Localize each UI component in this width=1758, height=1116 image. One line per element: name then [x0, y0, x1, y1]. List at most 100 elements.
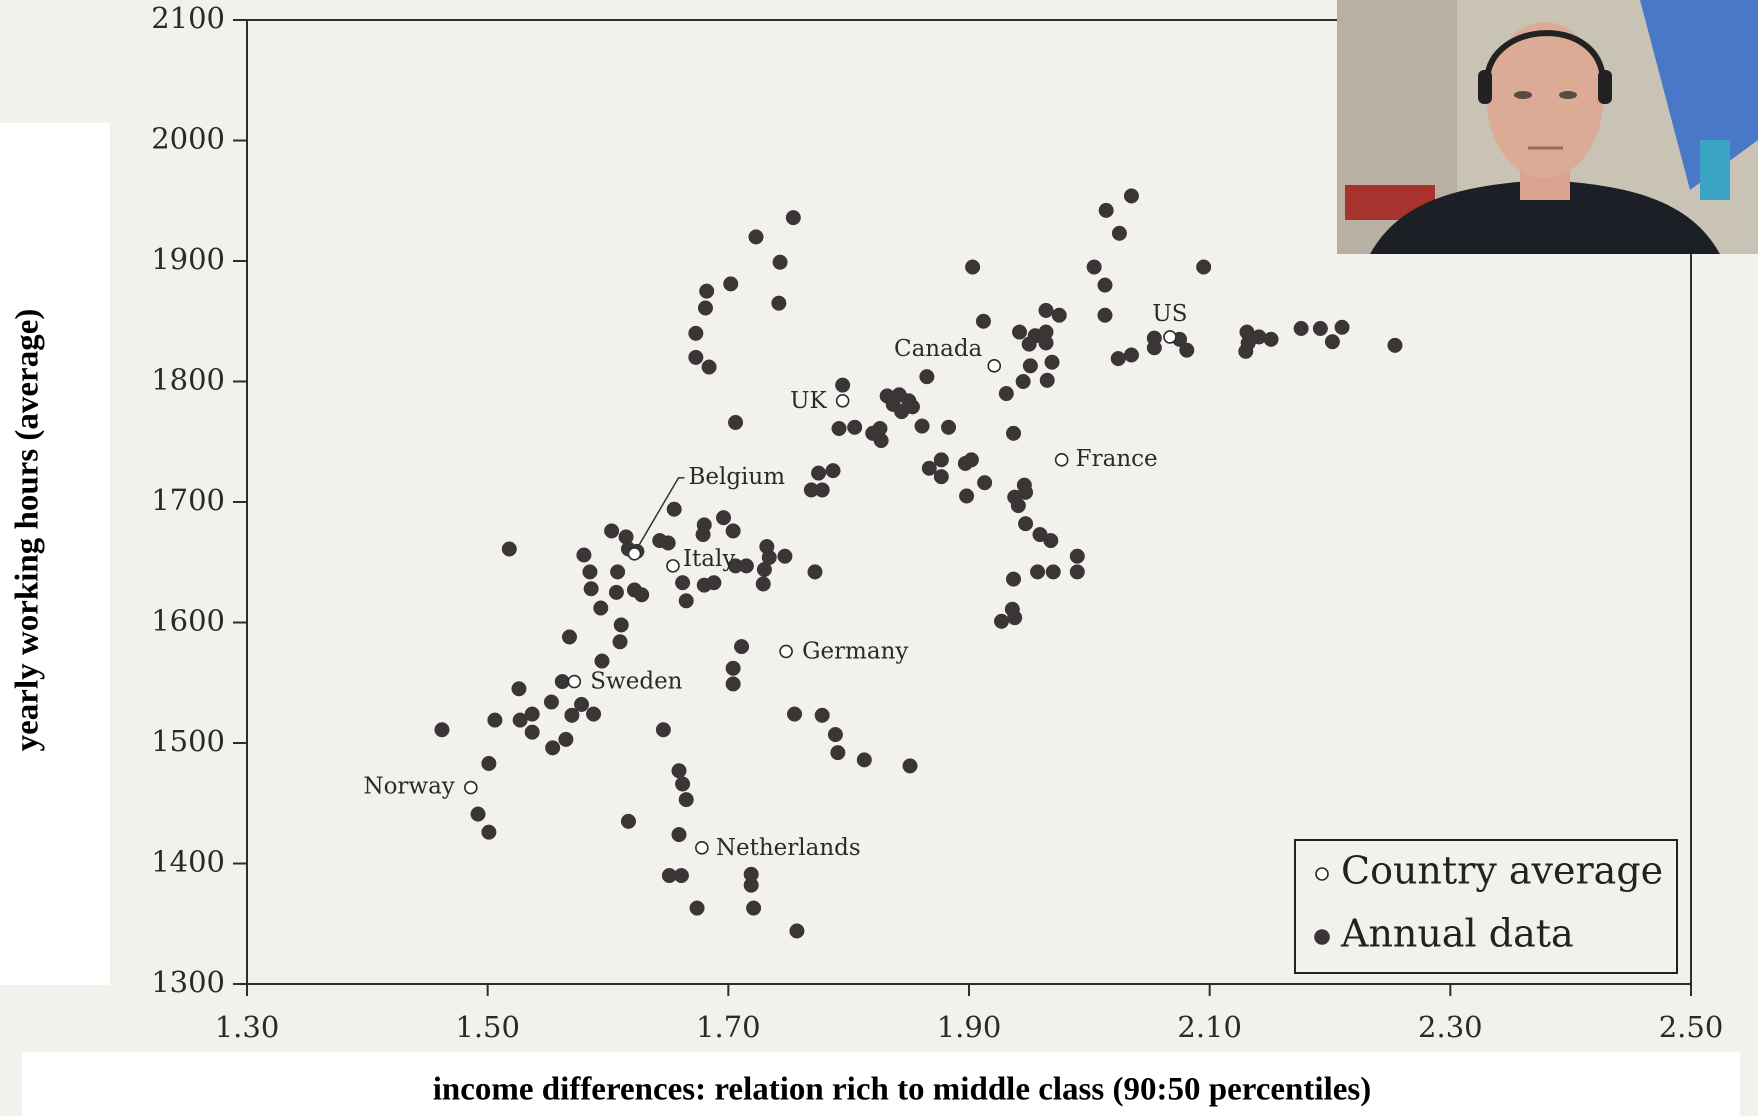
annual-data-point: [831, 420, 847, 437]
annual-data-point: [558, 731, 574, 747]
annual-data-point: [1110, 351, 1126, 367]
point-label: Netherlands: [716, 835, 861, 861]
annual-data-point: [688, 325, 704, 341]
annual-data-point: [1196, 259, 1212, 275]
annual-data-point: [777, 548, 793, 564]
annual-data-point: [814, 707, 830, 723]
annual-data-point: [564, 707, 580, 723]
country-average-point: [1054, 453, 1069, 467]
x-tick-label: 2.10: [1177, 1010, 1242, 1044]
point-label: Sweden: [590, 669, 682, 695]
annual-data-point: [699, 283, 715, 299]
slide-margin: [22, 1052, 1740, 1116]
annual-data-point: [786, 706, 803, 722]
point-label: Belgium: [688, 464, 785, 490]
annual-data-point: [959, 488, 975, 504]
country-average-point: [779, 644, 793, 659]
annual-data-point: [586, 706, 602, 722]
legend-box: [1294, 839, 1678, 974]
annual-data-point: [1038, 302, 1054, 318]
annual-data-point: [725, 523, 741, 539]
annual-data-point: [671, 763, 687, 779]
annual-data-point: [481, 824, 497, 840]
annual-data-point: [612, 634, 628, 650]
slide-margin: [0, 123, 110, 985]
y-tick-label: 1900: [151, 242, 225, 276]
annual-data-point: [1097, 277, 1113, 293]
annual-data-point: [921, 460, 937, 476]
annual-data-point: [975, 313, 991, 329]
country-average-point: [1163, 330, 1177, 344]
annual-data-point: [963, 452, 979, 468]
annual-data-point: [1005, 571, 1022, 587]
annual-data-point: [1097, 307, 1113, 323]
y-tick-label: 1500: [151, 724, 225, 758]
annual-data-point: [998, 386, 1014, 402]
annual-data-point: [1039, 372, 1055, 388]
country-average-point: [567, 674, 582, 689]
annual-data-point: [807, 564, 823, 580]
annual-data-point: [725, 676, 741, 692]
annual-data-point: [825, 463, 841, 479]
annual-data-point: [1043, 533, 1059, 549]
annual-data-point: [1069, 564, 1085, 580]
annual-data-point: [1011, 324, 1028, 340]
annual-data-point: [604, 523, 620, 539]
annual-data-point: [902, 758, 918, 774]
annual-data-point: [933, 469, 949, 485]
annual-data-point: [660, 535, 676, 551]
annual-data-point: [678, 792, 694, 808]
annual-data-point: [1010, 498, 1026, 514]
annual-data-point: [965, 259, 981, 275]
point-label: Italy: [683, 546, 735, 572]
x-tick-label: 1.70: [696, 1010, 761, 1044]
y-axis-title: yearly working hours (average): [10, 309, 46, 752]
annual-data-point: [785, 210, 801, 226]
annual-data-point: [655, 722, 671, 738]
annual-data-point: [746, 900, 762, 916]
annual-data-point: [1005, 425, 1022, 441]
annual-data-point: [634, 587, 650, 603]
annual-data-point: [734, 639, 750, 655]
annual-data-point: [993, 613, 1010, 629]
annual-data-point: [576, 547, 592, 563]
annual-data-point: [814, 482, 830, 498]
x-tick-label: 2.30: [1418, 1010, 1483, 1044]
annual-data-point: [1030, 564, 1046, 580]
country-average-point: [835, 393, 850, 408]
annual-data-point: [1123, 347, 1139, 363]
annual-data-point: [470, 806, 486, 822]
point-label: Germany: [802, 638, 908, 664]
annual-data-point: [689, 900, 705, 916]
annual-data-point: [772, 254, 788, 270]
annual-data-point: [904, 399, 920, 415]
point-label: France: [1076, 446, 1158, 472]
annual-data-point: [1263, 331, 1279, 347]
annual-data-point: [919, 369, 935, 385]
annual-data-point: [728, 414, 744, 431]
x-axis-title: income differences: relation rich to mid…: [433, 1072, 1371, 1108]
annual-data-point: [847, 419, 863, 435]
y-tick-label: 1800: [151, 363, 225, 397]
annual-data-point: [771, 295, 787, 311]
annual-data-point: [610, 564, 626, 580]
x-tick-label: 1.50: [455, 1010, 520, 1044]
annual-data-point: [1387, 337, 1403, 353]
legend-marker: [1314, 929, 1330, 945]
annual-data-point: [501, 541, 517, 557]
annual-data-point: [830, 745, 846, 761]
annual-data-point: [561, 629, 578, 645]
annual-data-point: [725, 660, 741, 676]
annual-data-point: [1238, 343, 1254, 359]
annual-data-point: [613, 617, 629, 633]
annual-data-point: [487, 712, 503, 728]
annual-data-point: [481, 755, 497, 772]
point-label: UK: [790, 388, 827, 414]
legend: Country average Annual data: [1294, 839, 1678, 974]
annual-data-point: [723, 276, 739, 292]
annual-data-point: [666, 501, 682, 517]
annual-data-point: [511, 681, 527, 697]
annual-data-point: [811, 465, 827, 481]
annual-data-point: [940, 419, 957, 435]
annual-data-point: [755, 576, 771, 592]
